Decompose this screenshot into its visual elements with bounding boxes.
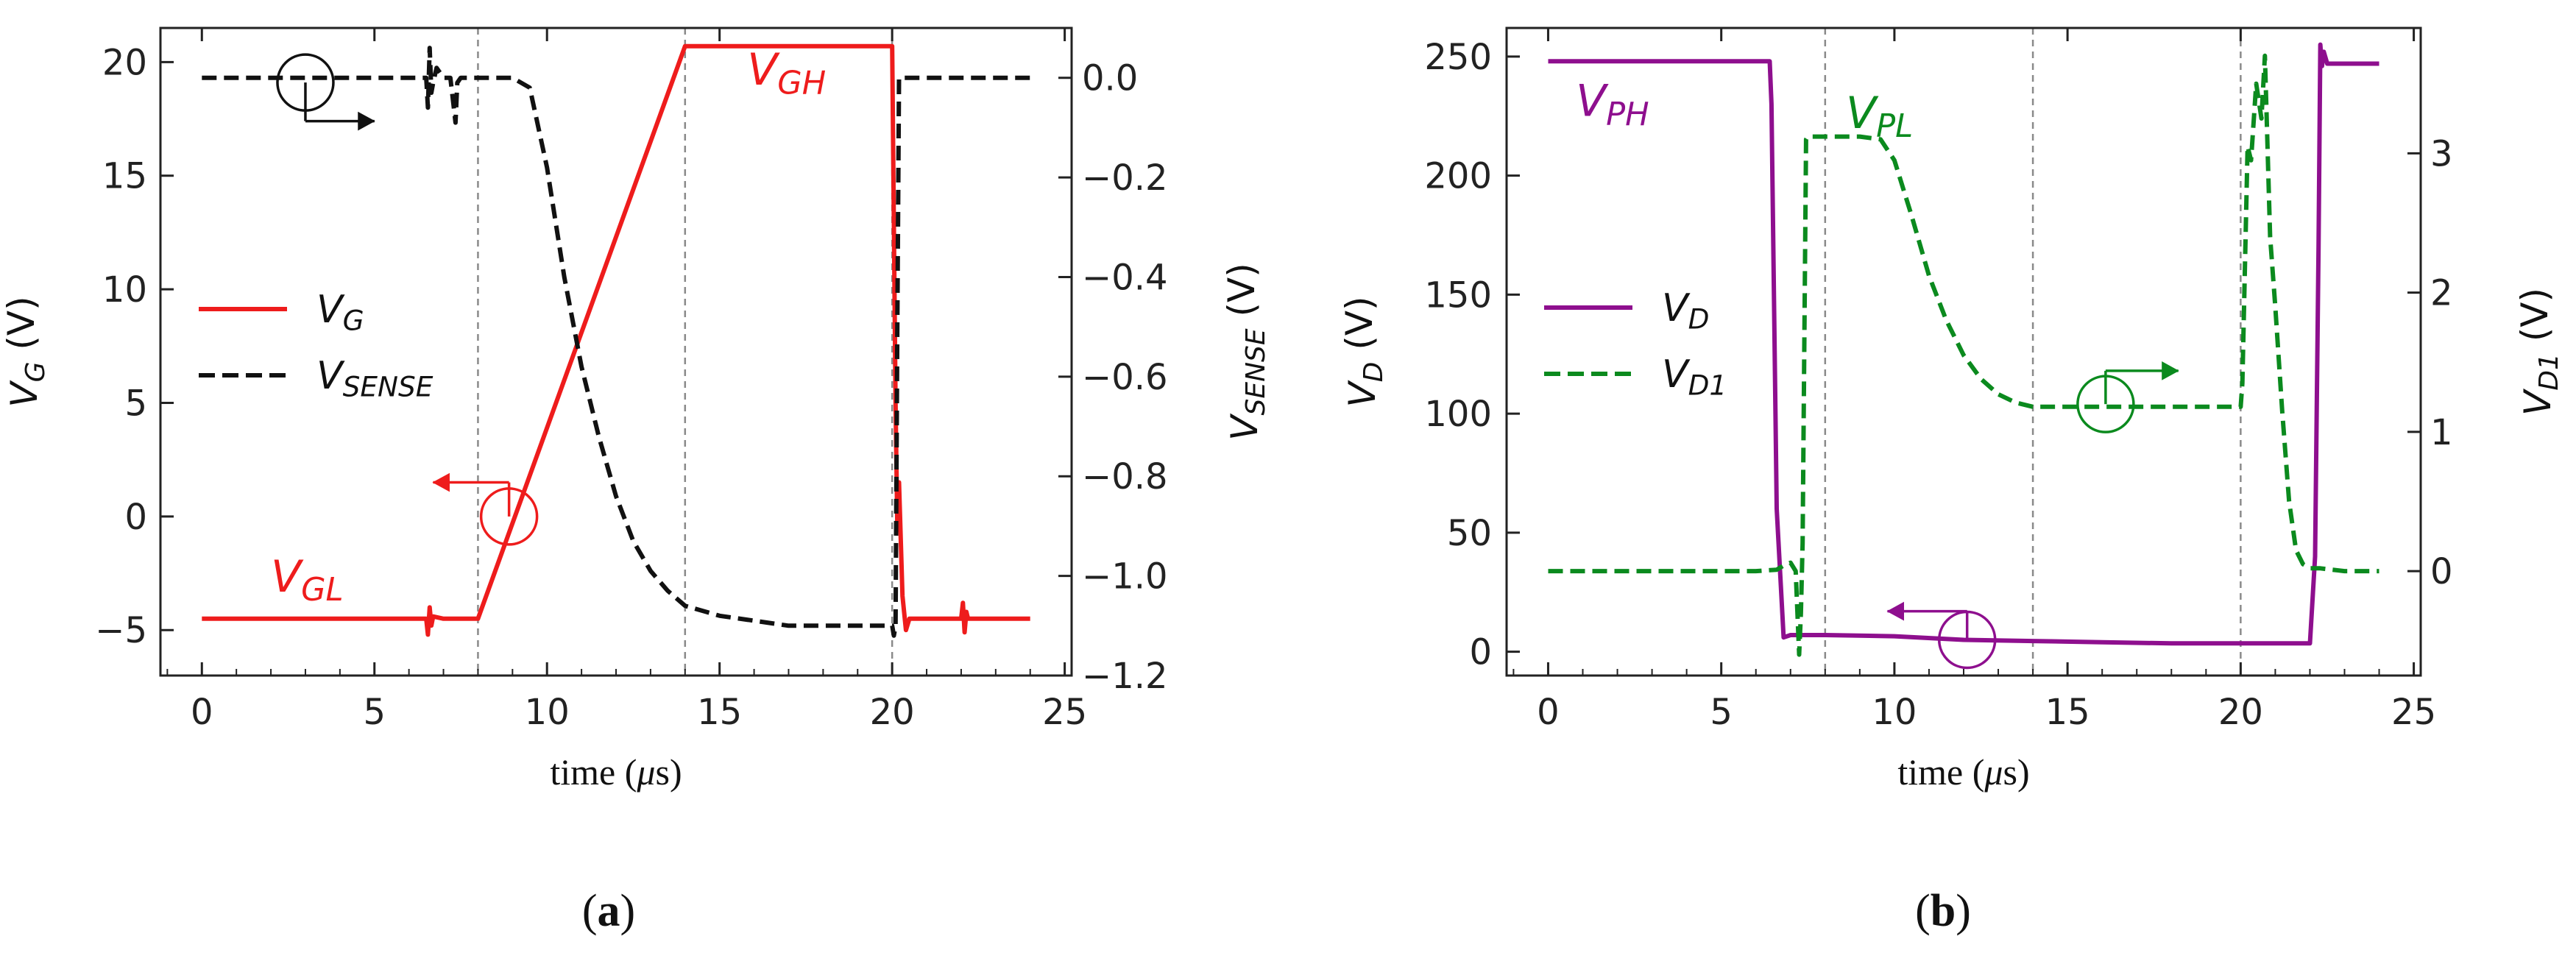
y-right-tick-label: −1.0 xyxy=(1082,556,1168,598)
x-tick-label: 0 xyxy=(191,692,213,733)
y-left-tick-label: −5 xyxy=(95,610,147,651)
axis-indicator-arrowhead xyxy=(432,472,450,492)
x-tick-label: 20 xyxy=(2218,692,2263,733)
annotation-v-pl: VPL xyxy=(1846,88,1913,145)
series-line-v-sense xyxy=(202,46,1030,638)
x-tick-label: 20 xyxy=(870,692,915,733)
panel-label: (a) xyxy=(582,886,635,936)
x-tick-label: 15 xyxy=(697,692,742,733)
legend-label: VSENSE xyxy=(316,354,434,403)
y-left-axis-title: VD (V) xyxy=(1338,296,1389,407)
y-right-tick-label: −0.8 xyxy=(1082,456,1168,497)
panel-label: (b) xyxy=(1915,886,1971,936)
y-left-tick-label: 20 xyxy=(102,42,147,83)
y-right-tick-label: 0.0 xyxy=(1082,58,1138,99)
y-right-axis-title: VD1 (V) xyxy=(2513,288,2564,416)
x-tick-label: 25 xyxy=(1042,692,1087,733)
y-left-tick-label: 15 xyxy=(102,156,147,197)
x-tick-label: 5 xyxy=(1710,692,1733,733)
y-right-tick-label: −0.2 xyxy=(1082,157,1168,199)
series-line-v-d xyxy=(1548,42,2379,646)
y-left-tick-label: 5 xyxy=(124,383,147,424)
y-left-axis-title: VG (V) xyxy=(0,296,51,407)
y-right-tick-label: 3 xyxy=(2430,133,2453,174)
y-right-axis-title: VSENSE (V) xyxy=(1220,263,1271,440)
annotation-v-gh: VGH xyxy=(747,44,826,102)
y-right-tick-label: −0.4 xyxy=(1082,257,1168,298)
y-left-tick-label: 200 xyxy=(1424,156,1492,197)
y-right-tick-label: 0 xyxy=(2430,551,2453,592)
panel-a-chart: 0 5 10 15 20 25 −5 0 5 10 15 20 −1.2 −1.0 −0.8 −0.6 −0.4… xyxy=(0,26,1271,936)
annotation-v-ph: VPH xyxy=(1576,76,1649,133)
legend-label: VD1 xyxy=(1662,352,1727,401)
axis-indicator-arrowhead xyxy=(2162,361,2179,380)
annotation-v-gl: VGL xyxy=(271,551,344,609)
series-line-v-d1 xyxy=(1548,53,2379,657)
y-left-tick-label: 100 xyxy=(1424,394,1492,435)
x-tick-label: 5 xyxy=(363,692,386,733)
x-tick-label: 10 xyxy=(1872,692,1917,733)
y-left-tick-label: 50 xyxy=(1447,513,1492,554)
y-left-tick-label: 250 xyxy=(1424,37,1492,78)
y-right-tick-label: 1 xyxy=(2430,412,2453,453)
x-tick-label: 25 xyxy=(2391,692,2436,733)
y-left-tick-label: 10 xyxy=(102,269,147,311)
y-left-tick-label: 150 xyxy=(1424,274,1492,316)
y-left-tick-label: 0 xyxy=(1469,632,1492,673)
x-tick-label: 10 xyxy=(525,692,570,733)
x-axis-title: time (μs) xyxy=(1897,751,2029,793)
axis-indicator-arrowhead xyxy=(1886,601,1904,621)
axis-indicator-arrowhead xyxy=(358,111,375,131)
y-left-tick-label: 0 xyxy=(124,497,147,538)
y-right-tick-label: −0.6 xyxy=(1082,357,1168,398)
y-right-tick-label: −1.2 xyxy=(1082,656,1168,697)
y-right-tick-label: 2 xyxy=(2430,273,2453,314)
x-axis-title: time (μs) xyxy=(550,751,682,793)
legend-label: VD xyxy=(1662,286,1709,335)
legend-label: VG xyxy=(316,288,364,336)
x-tick-label: 0 xyxy=(1537,692,1560,733)
x-tick-label: 15 xyxy=(2045,692,2090,733)
